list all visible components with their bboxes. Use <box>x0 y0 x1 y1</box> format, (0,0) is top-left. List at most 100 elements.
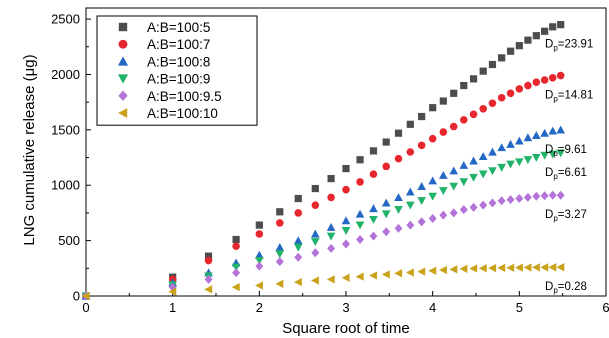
data-point <box>255 281 263 290</box>
x-tick-label: 5 <box>516 300 523 315</box>
data-point <box>497 196 506 206</box>
data-point <box>532 32 540 40</box>
legend-marker <box>117 74 129 84</box>
data-point <box>506 89 515 98</box>
data-point <box>488 60 497 69</box>
data-point <box>293 243 303 252</box>
data-point <box>417 267 426 276</box>
data-point <box>204 256 213 265</box>
data-point <box>449 166 459 175</box>
y-tick-label: 2000 <box>51 67 80 82</box>
data-point <box>81 291 90 301</box>
data-point <box>382 227 391 237</box>
data-point <box>557 21 565 29</box>
data-point <box>327 174 335 183</box>
data-point <box>523 156 533 165</box>
data-point <box>478 170 488 179</box>
data-point <box>450 89 458 97</box>
series-1 <box>82 21 565 300</box>
data-point <box>515 85 524 93</box>
data-point <box>255 221 263 229</box>
y-tick-label: 500 <box>58 233 80 248</box>
y-tick-label: 1500 <box>51 122 80 137</box>
data-point <box>469 264 478 273</box>
data-point <box>429 104 437 112</box>
data-point <box>515 42 523 50</box>
legend-label: A:B=100:8 <box>147 54 210 69</box>
y-tick-label: 2500 <box>51 12 80 27</box>
data-point <box>342 185 350 194</box>
data-point <box>341 216 351 225</box>
diffusion-annotation: Dp=6.61 <box>545 167 587 181</box>
data-point <box>394 269 403 278</box>
data-point <box>479 200 488 210</box>
data-point <box>428 176 437 185</box>
data-point <box>541 27 549 35</box>
data-point <box>382 138 390 146</box>
legend-label: A:B=100:5 <box>147 20 210 35</box>
data-point <box>548 190 557 200</box>
diffusion-annotation: Dp=3.27 <box>545 209 587 223</box>
x-tick-label: 2 <box>256 300 263 315</box>
data-point <box>540 191 549 201</box>
data-point <box>311 184 319 193</box>
data-point <box>469 202 478 212</box>
data-point <box>417 197 426 206</box>
data-point <box>405 201 415 210</box>
x-tick-label: 3 <box>342 300 349 315</box>
data-point <box>417 182 426 190</box>
data-point <box>369 215 378 224</box>
data-point <box>405 187 415 196</box>
data-point <box>204 274 213 284</box>
data-point <box>540 263 549 272</box>
data-point <box>356 178 364 186</box>
x-axis: 0 1 2 3 4 5 6 <box>82 291 609 315</box>
data-point <box>532 263 540 272</box>
data-point <box>478 152 488 161</box>
data-point <box>394 129 403 137</box>
data-point <box>506 263 515 272</box>
data-point <box>515 194 524 204</box>
data-point <box>488 198 497 208</box>
legend-box <box>96 15 258 126</box>
data-point <box>394 206 403 214</box>
data-point <box>549 23 557 31</box>
data-point <box>515 136 524 145</box>
data-point <box>406 220 415 230</box>
legend-item: A:B=100:5 <box>118 20 210 35</box>
legend-item: A:B=100:8 <box>117 54 210 69</box>
data-point <box>488 147 497 156</box>
data-point <box>355 209 365 218</box>
diffusion-annotation: Dp=23.91 <box>545 39 593 53</box>
data-point <box>394 154 403 163</box>
data-point <box>556 263 565 272</box>
data-point <box>381 270 390 279</box>
data-point <box>532 131 541 139</box>
y-axis-title: LNG cumulative release (μg) <box>21 54 38 245</box>
legend-marker <box>117 56 129 66</box>
data-point <box>382 162 390 171</box>
x-tick-label: 1 <box>169 300 176 315</box>
data-point <box>488 99 497 108</box>
data-point <box>506 139 515 148</box>
data-point <box>506 47 515 55</box>
data-point <box>311 276 319 285</box>
legend-item: A:B=100:7 <box>118 37 210 52</box>
legend-marker <box>118 22 128 32</box>
data-point <box>369 147 378 155</box>
data-point <box>523 133 533 142</box>
data-point <box>275 257 284 267</box>
diffusion-annotation: Dp=9.61 <box>545 144 587 158</box>
data-point <box>449 122 458 131</box>
data-point <box>342 239 350 249</box>
diffusion-annotation: Dp=0.28 <box>545 281 587 295</box>
data-point <box>355 221 365 230</box>
y-tick-label: 0 <box>73 289 80 304</box>
data-point <box>460 116 468 124</box>
data-point <box>275 250 285 259</box>
series-6 <box>81 263 565 301</box>
data-point <box>311 229 320 238</box>
data-point <box>428 266 437 275</box>
